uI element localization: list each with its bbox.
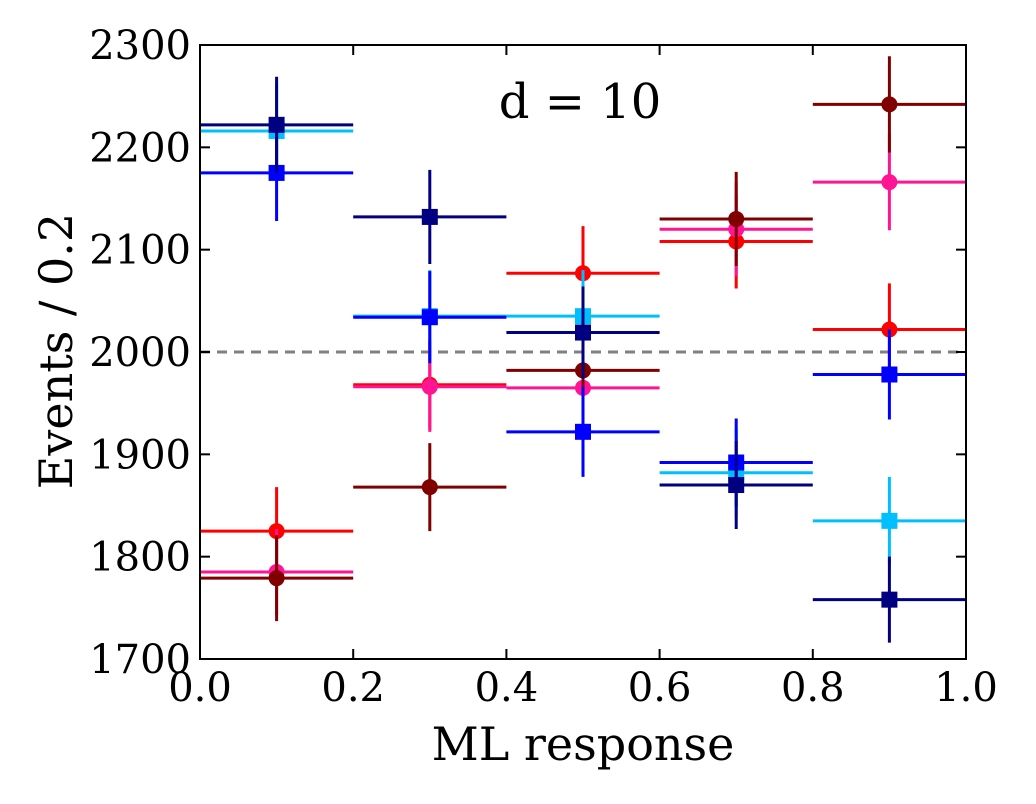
square-marker (575, 324, 591, 341)
square-marker (421, 309, 438, 326)
data-point (812, 476, 966, 565)
x-tick-label: 0.4 (475, 665, 539, 711)
y-tick-label: 1900 (89, 432, 191, 478)
x-tick-label: 1.0 (934, 665, 998, 711)
circle-marker (268, 570, 285, 587)
circle-marker (421, 378, 438, 395)
x-tick-label: 0.8 (781, 665, 845, 711)
square-marker (881, 512, 898, 529)
data-point (812, 556, 966, 643)
data-point (353, 271, 507, 364)
circle-marker (881, 96, 898, 113)
square-marker (575, 423, 591, 440)
y-tick-label: 2200 (89, 125, 191, 171)
data-point (812, 56, 966, 153)
x-tick-label: 0.6 (628, 665, 692, 711)
square-marker (268, 116, 285, 133)
circle-marker (728, 210, 745, 227)
data-point (353, 443, 507, 532)
square-marker (881, 591, 898, 608)
y-tick-label: 2300 (89, 23, 191, 69)
x-tick-label: 0.0 (168, 665, 232, 711)
data-point (812, 329, 966, 420)
data-point (659, 171, 813, 267)
y-tick-label: 1700 (89, 637, 191, 683)
y-tick-label: 2100 (89, 228, 191, 274)
series-layer (200, 56, 966, 643)
data-point (200, 535, 354, 622)
y-tick-label: 1800 (89, 535, 191, 581)
data-point (659, 441, 813, 530)
square-marker (728, 477, 745, 494)
data-point (506, 386, 660, 477)
y-axis-title: Events / 0.2 (29, 213, 83, 489)
data-point (506, 286, 660, 379)
square-marker (881, 366, 898, 383)
circle-marker (421, 479, 438, 496)
square-marker (421, 208, 438, 225)
x-axis-title: ML response (432, 717, 735, 771)
ticks-layer: 0.0 0.2 0.4 0.6 0.8 1.0 1700 1800 1900 2000 2100 22… (89, 23, 998, 711)
x-tick-label: 0.2 (321, 665, 385, 711)
series-6 (200, 76, 966, 643)
circle-marker (881, 174, 898, 191)
data-point (353, 169, 507, 264)
annotation-label: d = 10 (499, 74, 662, 130)
data-point (200, 76, 354, 173)
y-tick-label: 2000 (89, 330, 191, 376)
